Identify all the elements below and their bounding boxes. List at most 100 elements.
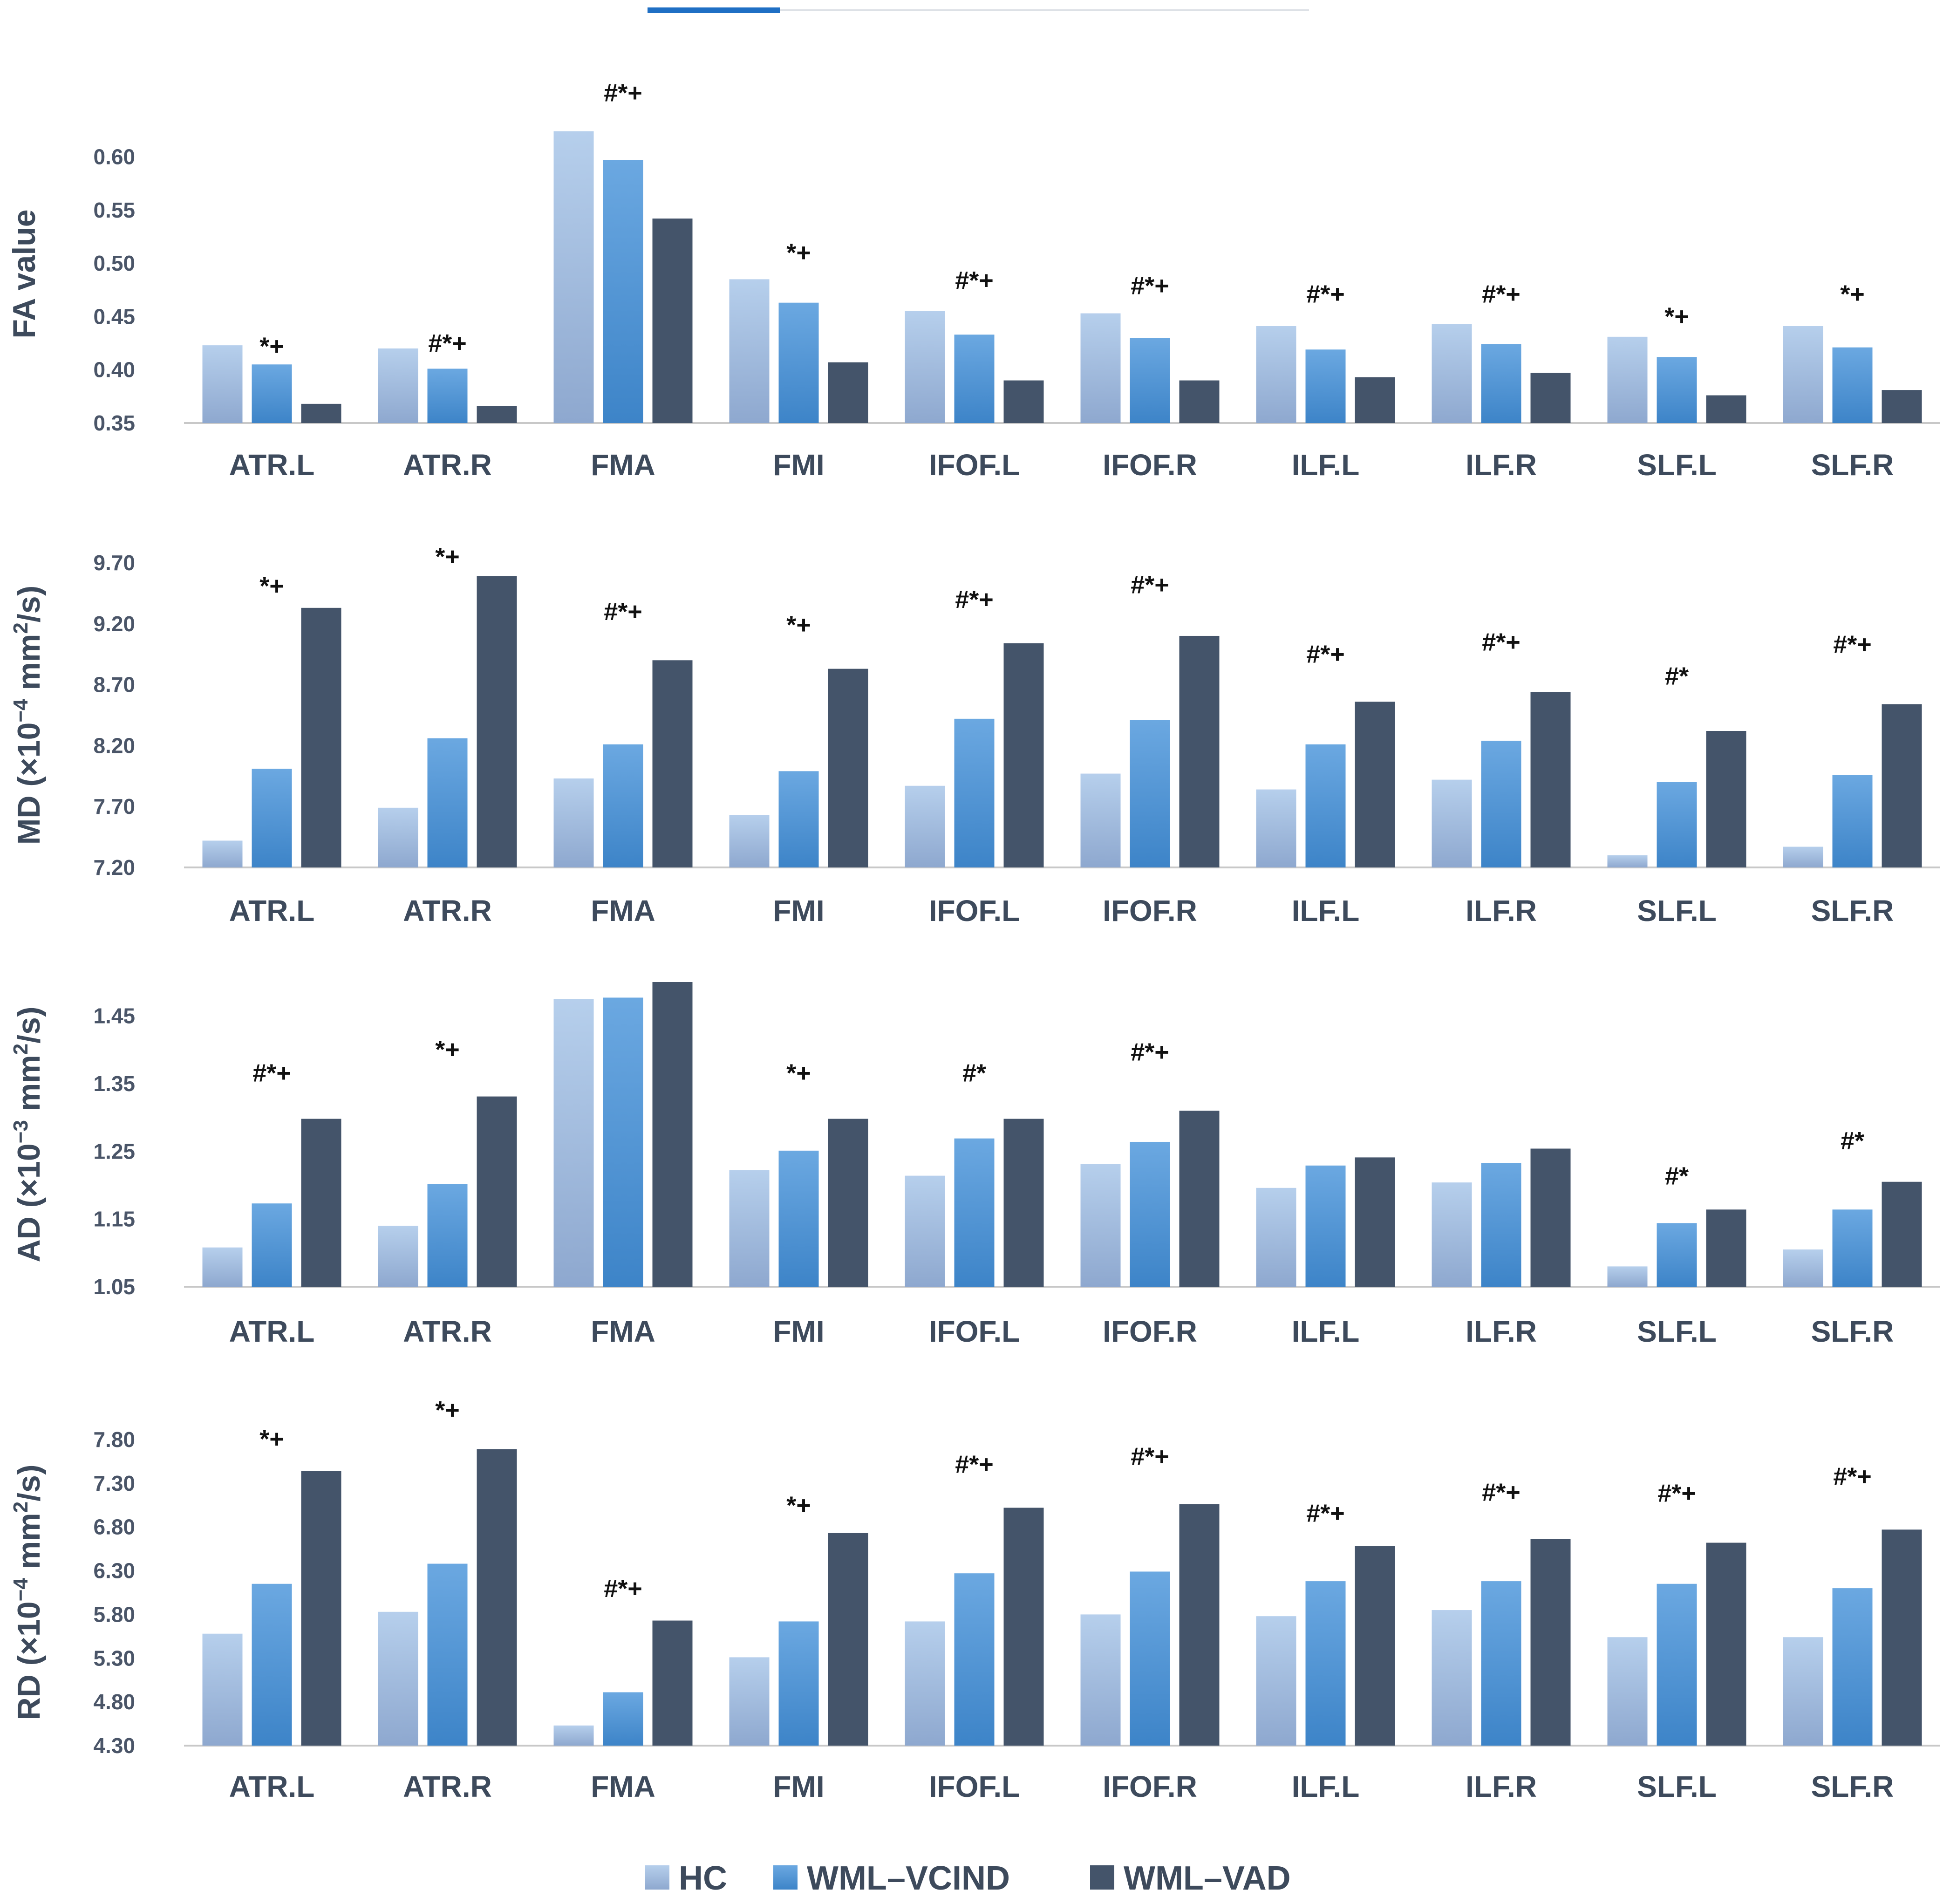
significance-marker: #*+ [1482,280,1521,308]
bar-wml-vcind-slf-r [1832,775,1873,867]
bar-wml-vad-ifof-r [1179,380,1220,423]
significance-marker: #*+ [1131,571,1169,599]
chart-panel-2: 7.20 7.70 8.20 8.70 9.20 9.70 MD (×10−4 mm2/s)… [9,543,1940,928]
x-tick-label: SLF.R [1811,1770,1894,1803]
y-tick-label: 1.25 [93,1139,135,1163]
y-axis-title-part: FA value [7,209,42,338]
bar-hc-ilf-r [1432,1610,1472,1746]
significance-marker: *+ [259,1425,284,1453]
x-tick-label: IFOF.L [929,1315,1020,1348]
bar-hc-atr-r [378,1226,418,1287]
bar-hc-slf-r [1783,1249,1823,1287]
bar-wml-vad-slf-l [1706,1209,1746,1287]
bar-wml-vad-ilf-r [1530,1148,1571,1287]
bar-wml-vcind-atr-l [252,769,292,867]
bar-hc-ilf-l [1256,1616,1296,1746]
bar-hc-fma [553,1725,594,1746]
bar-wml-vad-fma [652,660,693,867]
bar-wml-vad-fmi [828,669,868,867]
y-tick-label: 9.20 [93,612,135,636]
significance-marker: *+ [1664,303,1689,331]
bar-wml-vad-ilf-r [1530,373,1571,423]
bar-wml-vad-fma [652,218,693,423]
bar-wml-vcind-atr-l [252,1203,292,1287]
bar-wml-vcind-ifof-l [954,718,995,867]
bar-hc-ilf-l [1256,789,1296,867]
significance-marker: #* [1665,662,1689,690]
bar-hc-atr-r [378,1611,418,1746]
bar-hc-ilf-r [1432,324,1472,423]
bar-wml-vad-slf-r [1882,704,1922,867]
bar-wml-vad-slf-r [1882,1529,1922,1746]
bar-wml-vad-atr-l [301,1471,341,1746]
x-tick-label: IFOF.L [929,1770,1020,1803]
bar-hc-ifof-l [905,1621,945,1746]
y-tick-label: 7.80 [93,1427,135,1452]
bar-wml-vcind-slf-l [1657,357,1697,423]
significance-marker: *+ [435,543,460,571]
bar-wml-vad-ifof-r [1179,635,1220,867]
significance-marker: *+ [786,1059,811,1087]
bar-hc-ifof-r [1080,1164,1121,1287]
x-tick-label: SLF.R [1811,1315,1894,1348]
y-tick-label: 5.80 [93,1602,135,1626]
y-axis-title-part: RD (×10 [11,1601,47,1720]
x-tick-label: ATR.R [403,448,492,482]
significance-marker: *+ [435,1396,460,1424]
bar-wml-vcind-ifof-r [1130,1141,1170,1287]
significance-marker: #*+ [955,1450,994,1478]
x-tick-label: ILF.L [1292,1315,1360,1348]
significance-marker: *+ [786,239,811,267]
x-tick-label: ATR.L [229,448,315,482]
x-tick-label: ILF.L [1292,1770,1360,1803]
significance-marker: #* [1665,1162,1689,1190]
bar-wml-vad-atr-r [477,576,517,867]
x-tick-label: SLF.L [1637,448,1717,482]
x-tick-label: ILF.R [1466,1770,1537,1803]
y-tick-label: 5.30 [93,1646,135,1670]
bar-hc-slf-r [1783,326,1823,423]
bar-hc-ilf-r [1432,1182,1472,1287]
bar-wml-vad-fmi [828,1119,868,1287]
bar-hc-fmi [729,1657,770,1746]
bar-wml-vad-atr-l [301,1119,341,1287]
y-tick-label: 0.50 [93,251,135,275]
legend-label: HC [679,1860,727,1897]
bar-hc-atr-l [202,345,243,423]
bar-hc-atr-l [202,1247,243,1287]
y-tick-label: 6.80 [93,1515,135,1539]
bar-wml-vad-ifof-l [1003,643,1044,867]
y-axis-title-part: AD (×10 [11,1143,47,1262]
y-axis-title-part: mm [11,634,47,699]
significance-marker: #*+ [1131,1038,1169,1066]
x-tick-label: ILF.R [1466,448,1537,482]
bar-wml-vad-fmi [828,362,868,423]
x-tick-label: ILF.R [1466,894,1537,928]
bar-hc-fma [553,778,594,867]
significance-marker: *+ [1840,280,1865,308]
x-tick-label: FMA [591,1315,655,1348]
bar-wml-vcind-atr-r [427,369,468,423]
x-tick-label: ILF.L [1292,448,1360,482]
bar-hc-slf-l [1607,1637,1648,1746]
x-tick-label: IFOF.R [1103,894,1197,928]
bar-wml-vcind-ifof-l [954,1138,995,1287]
y-axis-title-exp: 2 [9,1501,32,1513]
bar-hc-slf-r [1783,1637,1823,1746]
bar-wml-vad-atr-l [301,403,341,423]
bar-hc-atr-r [378,348,418,423]
bar-hc-ilf-l [1256,1187,1296,1287]
x-tick-label: IFOF.R [1103,1770,1197,1803]
bar-wml-vcind-fma [603,744,643,867]
bar-wml-vad-slf-l [1706,731,1746,867]
y-axis-title-part: mm [11,1513,47,1578]
bar-wml-vad-atr-r [477,406,517,423]
bar-wml-vad-fmi [828,1533,868,1746]
chart-legend: HC WML–VCIND WML–VAD [645,1860,1291,1897]
x-tick-label: ATR.R [403,1770,492,1803]
x-tick-label: IFOF.L [929,894,1020,928]
y-tick-label: 0.60 [93,145,135,169]
bar-wml-vcind-atr-l [252,1583,292,1746]
y-tick-label: 4.80 [93,1690,135,1714]
bar-wml-vad-ilf-r [1530,1539,1571,1746]
